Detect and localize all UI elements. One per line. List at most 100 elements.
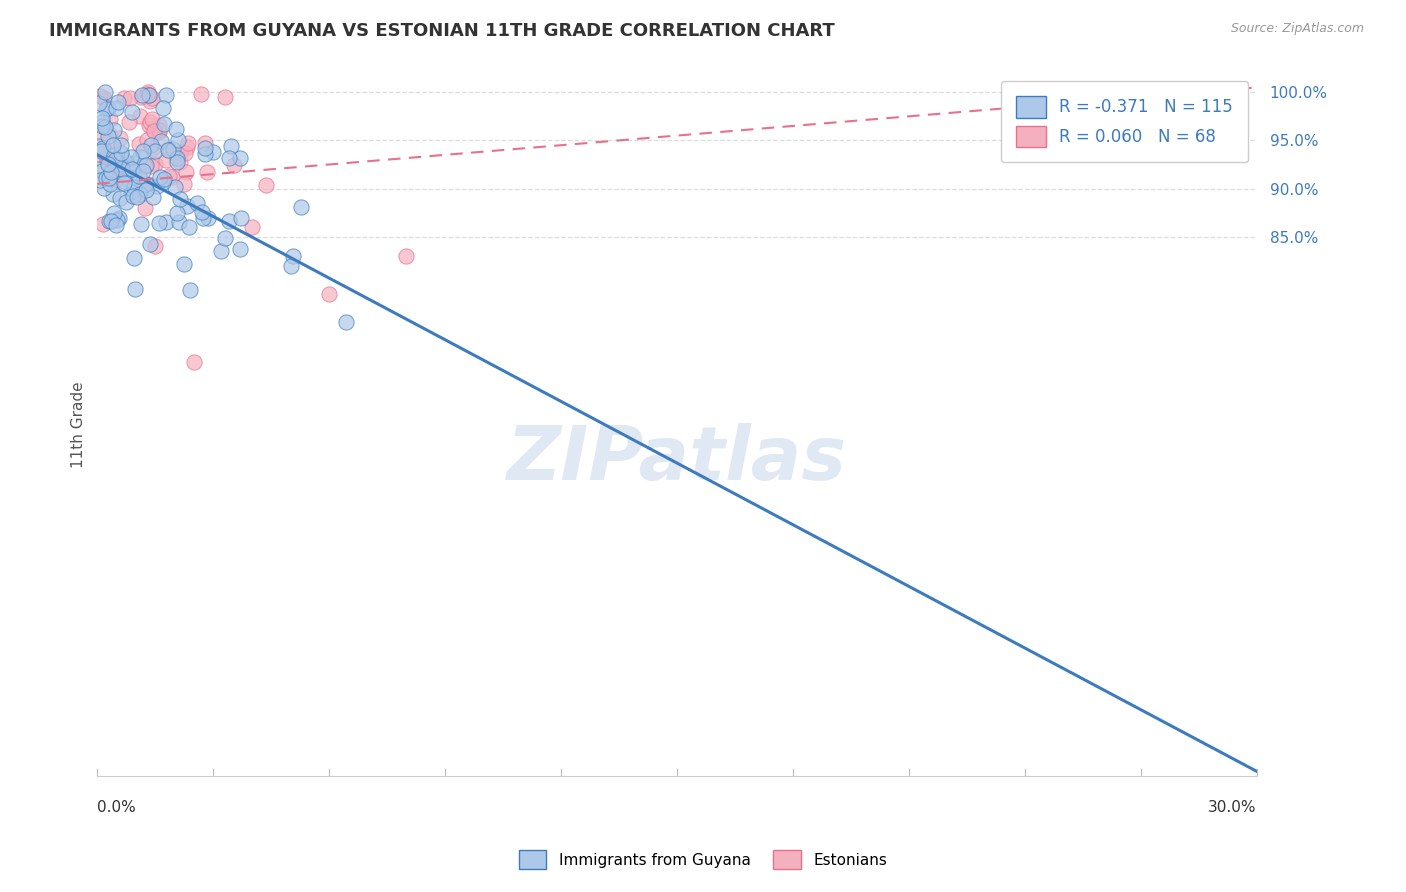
Point bbox=[166, 205, 188, 219]
Point bbox=[143, 157, 166, 171]
Point bbox=[159, 169, 181, 184]
Point bbox=[229, 211, 252, 226]
Point bbox=[155, 88, 177, 103]
Point bbox=[191, 204, 214, 219]
Point bbox=[96, 153, 118, 168]
Point bbox=[139, 237, 162, 252]
Point bbox=[135, 158, 157, 172]
Point bbox=[136, 177, 159, 191]
Point bbox=[194, 147, 217, 161]
Point bbox=[167, 133, 190, 147]
Point bbox=[90, 163, 112, 178]
Point bbox=[101, 138, 124, 153]
Point bbox=[112, 176, 135, 190]
Point bbox=[94, 102, 117, 116]
Point bbox=[143, 124, 166, 138]
Point bbox=[155, 153, 177, 168]
Point bbox=[101, 161, 124, 176]
Point bbox=[166, 151, 188, 165]
Point bbox=[197, 211, 219, 225]
Point bbox=[98, 171, 121, 186]
Point bbox=[176, 199, 198, 213]
Point bbox=[112, 174, 135, 188]
Point bbox=[90, 114, 112, 128]
Point bbox=[120, 150, 142, 164]
Point bbox=[90, 111, 112, 125]
Point bbox=[90, 153, 112, 168]
Point bbox=[163, 179, 186, 194]
Text: 0.0%: 0.0% bbox=[97, 800, 136, 815]
Point bbox=[183, 355, 205, 369]
Point bbox=[118, 173, 141, 187]
Point bbox=[103, 148, 125, 162]
Point bbox=[186, 196, 208, 211]
Point bbox=[86, 139, 108, 153]
Point bbox=[152, 175, 174, 189]
Point bbox=[335, 315, 357, 329]
Point bbox=[174, 165, 197, 179]
Point bbox=[173, 145, 195, 160]
Point bbox=[91, 141, 114, 155]
Point bbox=[160, 169, 183, 184]
Point bbox=[128, 186, 150, 201]
Point bbox=[104, 153, 127, 168]
Point bbox=[194, 141, 217, 155]
Point bbox=[209, 244, 232, 258]
Point bbox=[148, 125, 170, 139]
Point bbox=[131, 88, 153, 103]
Point bbox=[139, 138, 162, 153]
Point bbox=[91, 143, 114, 157]
Point bbox=[87, 162, 110, 177]
Point bbox=[97, 156, 120, 170]
Point bbox=[128, 109, 150, 123]
Point bbox=[97, 102, 120, 116]
Point bbox=[94, 120, 117, 134]
Point bbox=[114, 91, 136, 105]
Point bbox=[132, 144, 155, 158]
Point bbox=[89, 95, 111, 110]
Point bbox=[122, 251, 145, 265]
Point bbox=[97, 148, 120, 162]
Point bbox=[125, 190, 148, 204]
Point bbox=[101, 169, 124, 183]
Point bbox=[93, 217, 115, 231]
Point bbox=[90, 144, 112, 158]
Point bbox=[155, 215, 177, 229]
Point bbox=[169, 192, 191, 206]
Point bbox=[176, 136, 198, 150]
Point bbox=[145, 179, 167, 194]
Legend: R = -0.371   N = 115, R = 0.060   N = 68: R = -0.371 N = 115, R = 0.060 N = 68 bbox=[1001, 81, 1249, 162]
Text: 30.0%: 30.0% bbox=[1208, 800, 1257, 815]
Point bbox=[98, 214, 121, 228]
Point bbox=[90, 119, 112, 133]
Point bbox=[104, 157, 127, 171]
Point bbox=[134, 183, 156, 197]
Point bbox=[229, 242, 252, 256]
Point bbox=[141, 91, 163, 105]
Point bbox=[141, 159, 163, 173]
Point bbox=[318, 287, 340, 301]
Point bbox=[121, 104, 143, 119]
Point bbox=[148, 215, 170, 229]
Point bbox=[120, 185, 142, 199]
Point bbox=[128, 136, 150, 151]
Point bbox=[224, 158, 246, 172]
Legend: Immigrants from Guyana, Estonians: Immigrants from Guyana, Estonians bbox=[513, 844, 893, 875]
Point bbox=[281, 249, 304, 263]
Point bbox=[193, 211, 215, 226]
Point bbox=[110, 131, 132, 145]
Point bbox=[129, 150, 152, 164]
Point bbox=[131, 217, 153, 231]
Point bbox=[97, 129, 120, 144]
Point bbox=[218, 151, 240, 165]
Point bbox=[228, 151, 250, 165]
Point bbox=[143, 239, 166, 253]
Point bbox=[96, 152, 118, 166]
Point bbox=[254, 178, 277, 193]
Point bbox=[107, 171, 129, 186]
Point bbox=[127, 161, 149, 176]
Point bbox=[103, 170, 125, 185]
Point bbox=[98, 112, 121, 126]
Point bbox=[110, 162, 132, 177]
Point bbox=[176, 140, 198, 154]
